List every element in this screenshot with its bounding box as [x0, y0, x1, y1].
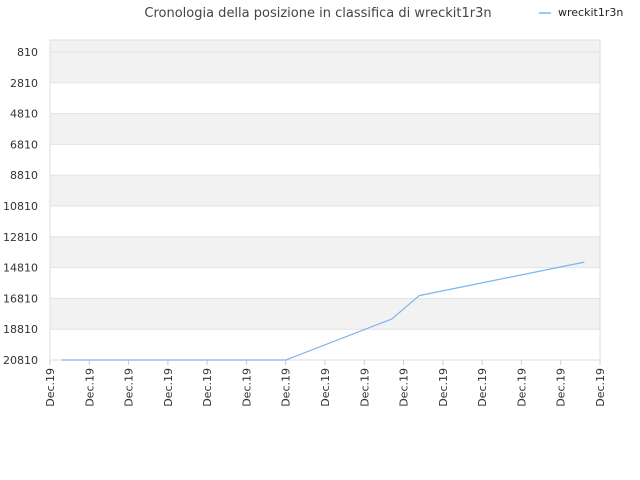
- plot-area: 810 2810 4810 6810 8810 10810 12810 14810 16810 1…: [3, 39, 607, 407]
- x-tick-label: Dec.19: [240, 368, 253, 407]
- grid-band: [50, 82, 600, 114]
- y-tick-label: 810: [17, 46, 38, 59]
- grid-band: [50, 40, 600, 83]
- y-tick-label: 12810: [3, 231, 38, 244]
- x-tick-label: Dec.19: [437, 368, 450, 407]
- y-tick-label: 14810: [3, 262, 38, 275]
- chart-title: Cronologia della posizione in classifica…: [144, 6, 491, 21]
- x-tick-label: Dec.19: [162, 368, 175, 407]
- x-tick-label: Dec.19: [201, 368, 214, 407]
- y-tick-label: 16810: [3, 292, 38, 305]
- x-tick-label: Dec.19: [44, 368, 57, 407]
- grid-band: [50, 175, 600, 206]
- grid-band: [50, 144, 600, 176]
- x-tick-label: Dec.19: [398, 368, 411, 407]
- series-line: [61, 261, 585, 361]
- y-tick-label: 18810: [3, 323, 38, 336]
- legend[interactable]: wreckit1r3n: [539, 6, 623, 19]
- legend-label: wreckit1r3n: [558, 6, 623, 19]
- x-tick-label: Dec.19: [358, 368, 371, 407]
- y-tick-label: 10810: [3, 200, 38, 213]
- y-tick-label: 6810: [10, 138, 38, 151]
- x-tick-label: Dec.19: [476, 368, 489, 407]
- y-tick-label: 8810: [10, 169, 38, 182]
- grid-band: [50, 236, 600, 268]
- y-tick-label: 4810: [10, 108, 38, 121]
- x-tick-label: Dec.19: [555, 368, 568, 407]
- x-tick-label: Dec.19: [594, 368, 607, 407]
- x-tick-label: Dec.19: [319, 368, 332, 407]
- y-tick-label: 2810: [10, 77, 38, 90]
- x-tick-label: Dec.19: [515, 368, 528, 407]
- x-tick-label: Dec.19: [83, 368, 96, 407]
- grid-band: [50, 298, 600, 330]
- grid-band: [50, 113, 600, 145]
- x-tick-label: Dec.19: [123, 368, 136, 407]
- y-tick-label: 20810: [3, 354, 38, 367]
- x-tick-label: Dec.19: [280, 368, 293, 407]
- grid-band: [50, 206, 600, 237]
- grid-band: [50, 267, 600, 299]
